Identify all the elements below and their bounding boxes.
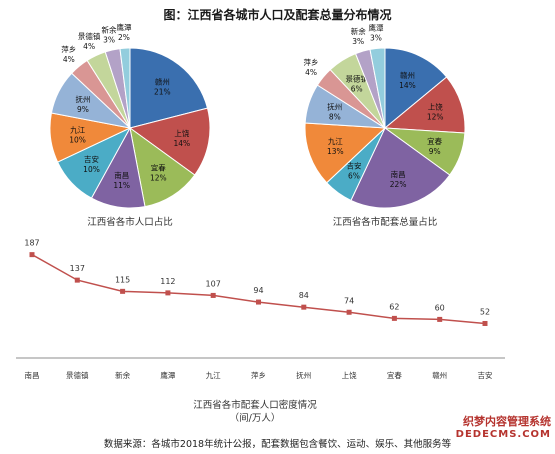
pie1-slice-1-name: 上饶 — [174, 128, 189, 138]
density-point-7 — [346, 309, 352, 315]
density-category-4: 九江 — [206, 371, 221, 380]
pie1-slice-4-percent: 10% — [83, 165, 100, 174]
density-category-7: 上饶 — [342, 370, 357, 380]
density-category-3: 鹰潭 — [160, 370, 175, 380]
density-value-label-1: 137 — [70, 264, 85, 273]
population-pie-caption: 江西省各市人口占比 — [87, 216, 173, 228]
density-point-5 — [256, 299, 261, 305]
density-point-0 — [29, 252, 35, 258]
pie1-slice-5-name: 九江 — [70, 126, 85, 135]
density-value-label-0: 187 — [24, 239, 39, 248]
density-point-4 — [210, 292, 216, 298]
pie2-slice-0-name: 赣州 — [400, 70, 415, 80]
density-value-label-6: 84 — [299, 291, 309, 300]
pie2-slice-5 — [304, 122, 387, 184]
density-value-label-10: 52 — [480, 307, 490, 316]
pie1-slice-0-percent: 21% — [154, 87, 171, 96]
pie1-slice-1 — [128, 107, 211, 176]
line-chart-subtitle: （间/万人） — [230, 412, 281, 424]
density-point-2 — [120, 288, 126, 294]
density-point-9 — [437, 316, 443, 322]
density-point-10 — [482, 320, 488, 326]
pie1-slice-4-name: 吉安 — [84, 154, 99, 164]
data-source-note: 数据来源：各城市2018年统计公报，配套数据包含餐饮、运动、娱乐、其他服务等 — [103, 439, 452, 450]
density-category-1: 景德镇 — [66, 370, 89, 380]
density-category-0: 南昌 — [25, 370, 40, 380]
pie2-slice-7-percent: 4% — [305, 68, 317, 77]
pie2-slice-2-name: 宜春 — [427, 136, 442, 146]
pie2-slice-1-percent: 12% — [427, 113, 444, 122]
density-value-label-5: 94 — [253, 286, 263, 295]
watermark-line-2: DEDECMS.COM — [455, 429, 551, 440]
density-category-6: 抚州 — [296, 370, 311, 380]
density-point-6 — [301, 304, 307, 310]
watermark-line-1: 织梦内容管理系统 — [463, 415, 551, 428]
page-title: 图：江西省各城市人口及配套总量分布情况 — [163, 8, 392, 22]
pie2-slice-1 — [383, 76, 466, 134]
pie1-slice-9-percent: 3% — [103, 35, 115, 44]
pie2-slice-6-name: 抚州 — [327, 102, 342, 112]
pie2-slice-10 — [369, 47, 386, 129]
pie1-slice-7-name: 萍乡 — [61, 44, 76, 54]
pie1-slice-3-percent: 11% — [113, 181, 130, 190]
pie1-slice-3-name: 南昌 — [114, 170, 129, 180]
density-value-label-9: 60 — [435, 303, 445, 312]
pie2-slice-10-percent: 3% — [370, 33, 382, 42]
density-value-label-8: 62 — [389, 302, 399, 311]
density-category-9: 赣州 — [432, 370, 447, 380]
pie2-slice-4-percent: 6% — [348, 172, 360, 181]
pie2-slice-0 — [384, 47, 448, 130]
pie1-slice-6-name: 抚州 — [75, 94, 90, 104]
pie2-slice-10-name: 鹰潭 — [368, 22, 383, 32]
pie1-slice-7-percent: 4% — [63, 55, 75, 64]
density-point-1 — [74, 277, 80, 283]
density-category-2: 新余 — [115, 370, 130, 380]
pie1-slice-0-name: 赣州 — [155, 76, 170, 86]
pie1-slice-10 — [119, 47, 131, 129]
pie1-slice-9-name: 新余 — [102, 24, 117, 34]
pie2-slice-9-name: 新余 — [351, 26, 366, 36]
line-chart-title: 江西省各市配套人口密度情况 — [193, 399, 317, 411]
density-category-5: 萍乡 — [251, 370, 266, 380]
pie1-slice-10-name: 鹰潭 — [116, 22, 131, 32]
pie2-slice-2-percent: 9% — [429, 147, 441, 156]
pie1-slice-2-percent: 12% — [150, 174, 167, 183]
pie1-slice-8-percent: 4% — [83, 42, 95, 51]
pie1-slice-10-percent: 2% — [118, 33, 130, 42]
pie2-slice-3-percent: 22% — [390, 180, 407, 189]
population-pie-chart: 赣州21%上饶14%宜春12%南昌11%吉安10%九江10%抚州9%萍乡4%景德… — [49, 22, 211, 209]
pie1-slice-1-percent: 14% — [174, 139, 191, 148]
pie1-slice-6-percent: 9% — [77, 105, 89, 114]
pie2-slice-1-name: 上饶 — [428, 102, 443, 112]
density-point-3 — [165, 290, 171, 296]
pie2-slice-8-percent: 6% — [351, 84, 363, 93]
facility-pie-chart: 赣州14%上饶12%宜春9%南昌22%吉安6%九江13%抚州8%萍乡4%景德镇6… — [304, 22, 466, 209]
pie2-slice-4-name: 吉安 — [346, 161, 361, 171]
density-category-10: 吉安 — [478, 370, 493, 380]
pie1-slice-8-name: 景德镇 — [78, 31, 101, 41]
pie2-slice-5-name: 九江 — [328, 137, 343, 146]
pie2-slice-8-name: 景德镇 — [345, 73, 368, 83]
pie1-slice-2-name: 宜春 — [151, 163, 166, 173]
pie2-slice-6-percent: 8% — [329, 113, 341, 122]
density-value-label-4: 107 — [206, 279, 221, 288]
pie2-slice-3-name: 南昌 — [391, 169, 406, 179]
pie1-slice-5-percent: 10% — [69, 136, 86, 145]
pie2-slice-7-name: 萍乡 — [304, 57, 319, 67]
facility-pie-caption: 江西省各市配套总量占比 — [333, 216, 438, 228]
watermark: 织梦内容管理系统 DEDECMS.COM — [456, 415, 551, 441]
density-point-8 — [391, 315, 397, 321]
pie1-slice-2 — [129, 126, 196, 208]
density-value-label-7: 74 — [344, 296, 354, 305]
density-category-8: 宜春 — [387, 370, 402, 380]
density-value-label-2: 115 — [115, 275, 130, 284]
pie2-slice-5-percent: 13% — [327, 147, 344, 156]
pie2-slice-0-percent: 14% — [399, 81, 416, 90]
density-value-label-3: 112 — [160, 277, 175, 286]
pie2-slice-9-percent: 3% — [352, 37, 364, 46]
pie1-slice-0 — [129, 47, 209, 129]
density-line-chart: 187 南昌 137 景德镇 115 新余 112 鹰潭 107 九江 94 萍乡 84 抚州 74 上饶 62… — [16, 239, 505, 380]
